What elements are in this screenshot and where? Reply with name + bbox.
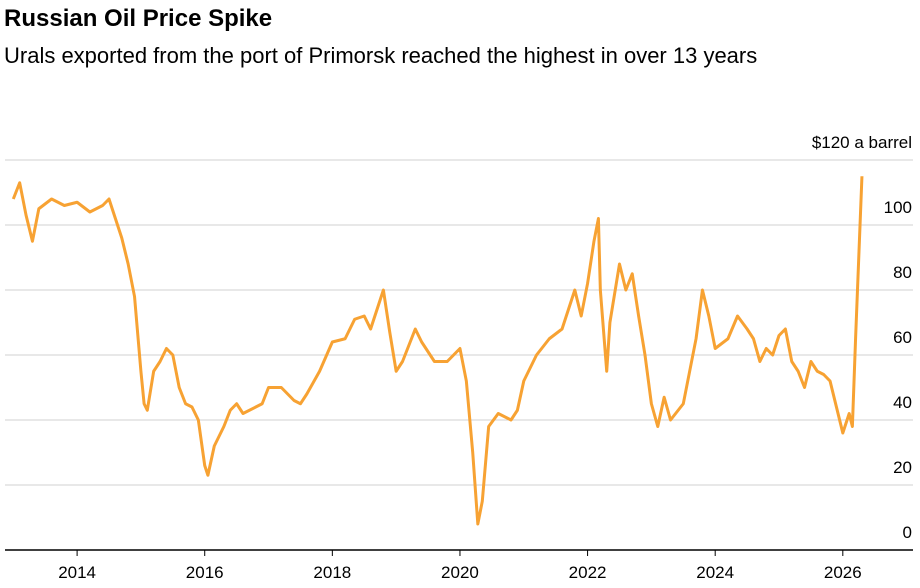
y-tick-label: $120 a barrel bbox=[812, 133, 912, 152]
y-tick-label: 0 bbox=[903, 523, 912, 542]
y-tick-label: 60 bbox=[893, 328, 912, 347]
y-tick-label: 40 bbox=[893, 393, 912, 412]
x-tick-label: 2018 bbox=[313, 563, 351, 582]
y-tick-label: 100 bbox=[884, 198, 912, 217]
x-tick-label: 2016 bbox=[186, 563, 224, 582]
price-line bbox=[11, 176, 864, 526]
x-tick-label: 2022 bbox=[569, 563, 607, 582]
chart-subtitle: Urals exported from the port of Primorsk… bbox=[4, 43, 758, 68]
y-tick-label: 80 bbox=[893, 263, 912, 282]
y-tick-label: 20 bbox=[893, 458, 912, 477]
x-tick-label: 2024 bbox=[696, 563, 734, 582]
x-tick-label: 2020 bbox=[441, 563, 479, 582]
x-tick-label: 2014 bbox=[58, 563, 96, 582]
header: Russian Oil Price Spike Urals exported f… bbox=[4, 4, 904, 72]
x-tick-label: 2026 bbox=[824, 563, 862, 582]
chart-title: Russian Oil Price Spike bbox=[4, 5, 273, 32]
